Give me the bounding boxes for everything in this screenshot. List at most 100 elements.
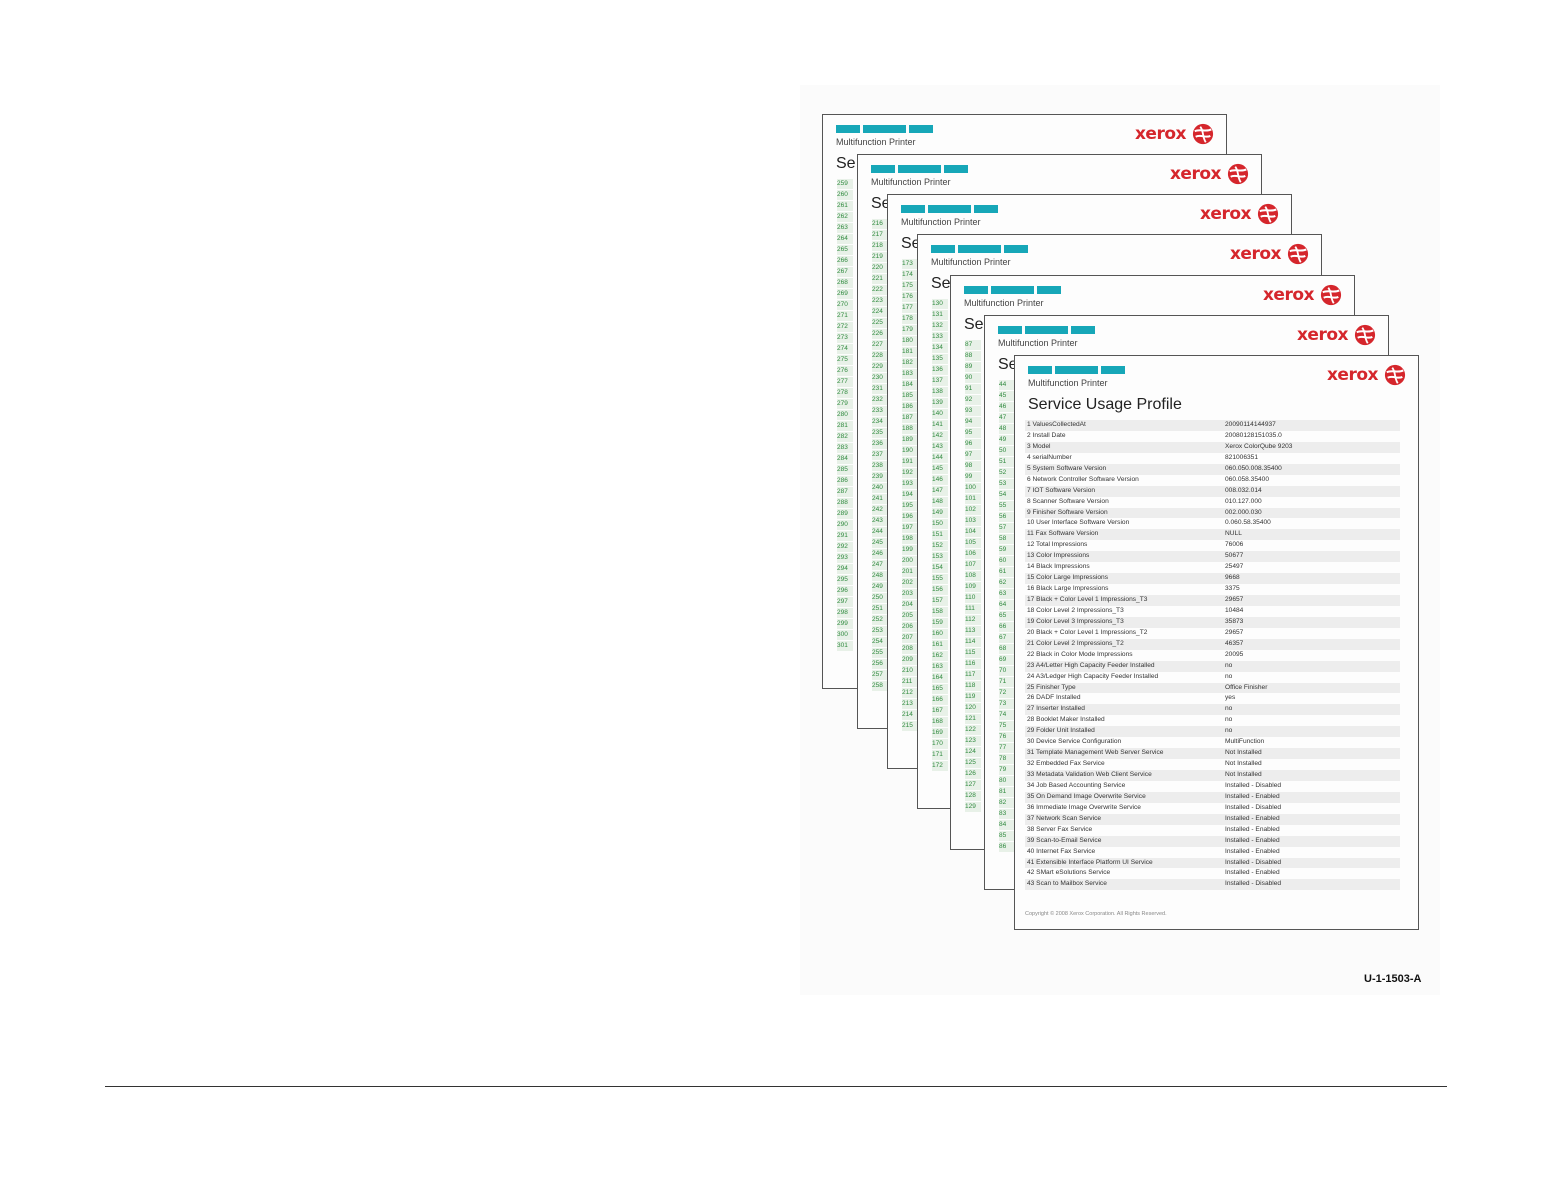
xerox-globe-icon [1384, 364, 1406, 386]
row-value: Xerox ColorQube 9203 [1225, 442, 1293, 450]
row-label: 1 ValuesCollectedAt [1027, 421, 1086, 428]
row-number: 243 [872, 516, 888, 526]
row-number: 219 [872, 252, 888, 262]
row-label: 6 Network Controller Software Version [1027, 475, 1139, 483]
row-number: 56 [999, 512, 1015, 522]
row-number: 217 [872, 230, 888, 240]
row-number: 176 [902, 292, 918, 302]
table-row: 37 Network Scan Service Installed - Enabl… [1025, 813, 1400, 825]
row-label: 36 Immediate Image Overwrite Service [1027, 803, 1141, 811]
row-value: MultiFunction [1225, 738, 1265, 746]
row-number: 241 [872, 494, 888, 504]
row-number: 131 [932, 310, 948, 320]
row-number: 151 [932, 530, 948, 540]
row-number: 239 [872, 472, 888, 482]
row-number: 104 [965, 527, 981, 537]
row-number: 45 [999, 391, 1015, 401]
table-row: 33 Metadata Validation Web Client Servic… [1025, 770, 1400, 781]
table-row: 7 IOT Software Version 008.032.014 [1025, 485, 1400, 497]
row-number: 115 [965, 648, 981, 658]
row-number: 289 [837, 509, 853, 519]
row-number: 116 [965, 659, 981, 669]
row-number: 254 [872, 637, 888, 647]
row-number: 60 [999, 556, 1015, 566]
xerox-globe-icon [1192, 123, 1214, 145]
row-label: 26 DADF Installed [1027, 694, 1081, 702]
xerox-logo: xerox [1263, 282, 1342, 308]
row-label: 16 Black Large Impressions [1027, 585, 1109, 593]
table-row: 34 Job Based Accounting Service Installed… [1025, 781, 1400, 792]
row-number: 123 [965, 736, 981, 746]
table-row: 35 On Demand Image Overwrite Service Inst… [1025, 791, 1400, 803]
row-number: 265 [837, 245, 853, 255]
row-number: 299 [837, 619, 853, 629]
row-number: 208 [902, 644, 918, 654]
row-number: 261 [837, 201, 853, 211]
row-number: 232 [872, 395, 888, 405]
row-label: 3 Model [1027, 442, 1051, 450]
row-value: Installed - Disabled [1225, 803, 1282, 811]
row-label: 41 Extensible Interface Platform UI Serv… [1027, 858, 1153, 866]
row-number: 201 [902, 567, 918, 577]
row-value: 008.032.014 [1225, 486, 1262, 494]
sheet-title-fragment: Se [931, 275, 951, 292]
row-number: 172 [932, 761, 948, 771]
row-value: 060.058.35400 [1225, 475, 1270, 483]
xerox-globe-icon [1287, 243, 1309, 265]
row-number: 221 [872, 274, 888, 284]
row-number: 83 [999, 809, 1015, 819]
row-number: 96 [965, 439, 981, 449]
row-number: 223 [872, 296, 888, 306]
row-number: 163 [932, 662, 948, 672]
row-number: 148 [932, 497, 948, 507]
row-number: 129 [965, 802, 981, 812]
row-number: 50 [999, 446, 1015, 456]
row-number: 279 [837, 399, 853, 409]
row-number: 76 [999, 732, 1015, 742]
row-label: 22 Black in Color Mode Impressions [1027, 650, 1133, 658]
row-number: 66 [999, 622, 1015, 632]
row-number: 189 [902, 435, 918, 445]
row-number: 55 [999, 501, 1015, 511]
row-number: 248 [872, 571, 888, 581]
brand-wordmark: xerox [1262, 285, 1315, 305]
row-number: 203 [902, 589, 918, 599]
table-row: 39 Scan-to-Email Service Installed - Enab… [1025, 835, 1400, 847]
row-number: 226 [872, 329, 888, 339]
row-number: 297 [837, 597, 853, 607]
table-row: 6 Network Controller Software Version 060… [1025, 475, 1400, 486]
row-number: 216 [872, 219, 888, 229]
row-value: Installed - Enabled [1225, 814, 1280, 822]
row-number: 197 [902, 523, 918, 533]
table-row: 2 Install Date 20080128151035.0 [1025, 431, 1400, 442]
row-number: 74 [999, 710, 1015, 720]
row-number: 301 [837, 641, 853, 651]
table-row: 15 Color Large Impressions 9668 [1025, 573, 1400, 585]
table-row: 1 ValuesCollectedAt 20090114144937 [1025, 420, 1400, 431]
table-row: 40 Internet Fax Service Installed - Enabl… [1025, 847, 1400, 858]
footer-rule [105, 1086, 1447, 1087]
row-number: 210 [902, 666, 918, 676]
row-number: 270 [837, 300, 853, 310]
row-number: 48 [999, 424, 1015, 434]
row-number: 167 [932, 706, 948, 716]
xerox-logo: xerox [1170, 161, 1249, 187]
row-number: 84 [999, 820, 1015, 830]
row-number: 240 [872, 483, 888, 493]
row-number: 154 [932, 563, 948, 573]
row-number: 295 [837, 575, 853, 585]
row-label: 20 Black + Color Level 1 Impressions_T2 [1027, 628, 1148, 636]
row-number: 260 [837, 190, 853, 200]
row-number: 244 [872, 527, 888, 537]
row-number-column: 173 174 175 176 177 178 179 180 181 182 183 184 185 1… [902, 259, 918, 732]
row-value: 46357 [1225, 639, 1244, 647]
row-value: 29657 [1225, 596, 1244, 603]
row-value: 20080128151035.0 [1225, 431, 1282, 439]
row-label: 18 Color Level 2 Impressions_T3 [1027, 606, 1124, 614]
row-number: 120 [965, 703, 981, 713]
row-label: 39 Scan-to-Email Service [1027, 836, 1102, 844]
row-number: 177 [902, 303, 918, 313]
row-number: 93 [965, 406, 981, 416]
row-number: 145 [932, 464, 948, 474]
table-row: 41 Extensible Interface Platform UI Serv… [1025, 857, 1400, 869]
